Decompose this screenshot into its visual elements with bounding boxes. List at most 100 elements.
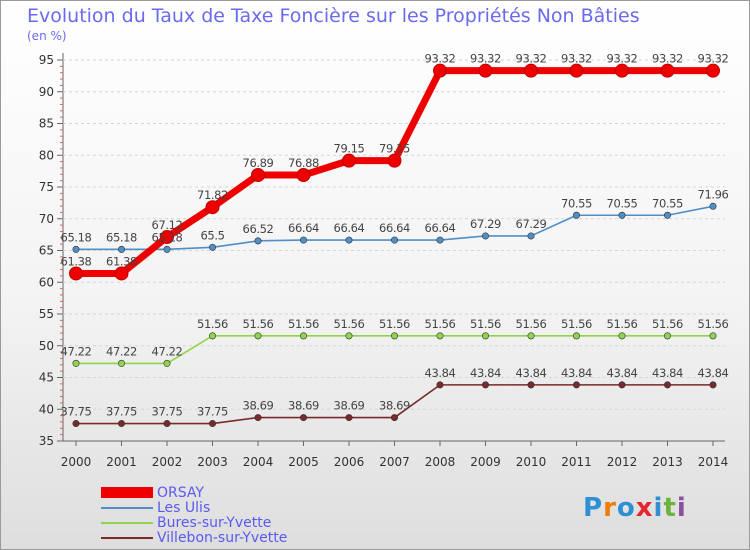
x-tick-label: 2001 [106, 455, 137, 469]
data-point-0 [296, 168, 311, 183]
data-label-0: 67.12 [152, 218, 183, 232]
data-label-0: 71.82 [197, 188, 228, 202]
y-tick-label: 65 [39, 244, 54, 258]
data-label-3: 37.75 [197, 405, 228, 419]
data-label-1: 65.18 [106, 230, 137, 244]
data-label-0: 79.15 [334, 142, 365, 156]
legend-label-orsay: ORSAY [157, 484, 204, 501]
legend-item-bures: Bures-sur-Yvette [101, 514, 287, 531]
data-label-1: 70.55 [561, 196, 592, 210]
data-label-3: 38.69 [243, 399, 274, 413]
data-point-2 [436, 332, 444, 340]
data-point-2 [118, 359, 126, 367]
data-label-1: 67.29 [470, 217, 501, 231]
data-label-2: 47.22 [152, 344, 183, 358]
data-label-3: 38.69 [379, 399, 410, 413]
logo-letter: x [635, 493, 654, 523]
data-point-0 [433, 63, 447, 78]
data-label-1: 65.5 [200, 228, 224, 242]
data-label-3: 43.84 [470, 366, 501, 380]
y-tick-label: 55 [39, 307, 54, 321]
logo-letter: P [583, 493, 604, 523]
y-tick-label: 60 [39, 275, 54, 289]
data-label-2: 51.56 [288, 317, 319, 331]
data-label-2: 51.56 [197, 317, 228, 331]
data-point-0 [114, 266, 129, 281]
logo-letter: t [663, 493, 677, 523]
data-point-3 [118, 420, 126, 428]
data-point-1 [527, 232, 535, 240]
data-point-2 [663, 332, 671, 340]
legend-label-villebon: Villebon-sur-Yvette [157, 529, 288, 546]
data-label-1: 65.18 [152, 230, 183, 244]
data-point-0 [160, 230, 174, 245]
legend-swatch-orsay [101, 487, 153, 498]
legend-item-les-ulis: Les Ulis [101, 500, 287, 516]
data-label-1: 65.18 [61, 230, 92, 244]
y-tick-label: 70 [39, 212, 54, 226]
logo-letter: i [653, 493, 664, 523]
data-point-2 [163, 359, 171, 367]
data-point-3 [345, 414, 353, 422]
logo-letter: i [676, 493, 687, 523]
data-point-1 [72, 245, 80, 253]
y-tick-label: 40 [39, 402, 54, 416]
x-tick-label: 2013 [652, 455, 683, 469]
data-point-1 [163, 245, 171, 253]
data-label-0: 93.32 [425, 52, 456, 66]
legend-swatch-les-ulis [101, 506, 153, 509]
data-point-1 [254, 237, 262, 245]
data-point-0 [69, 266, 83, 281]
y-tick-label: 80 [39, 148, 54, 162]
data-point-3 [663, 381, 671, 389]
y-tick-label: 75 [39, 180, 54, 194]
data-point-3 [436, 381, 444, 389]
data-label-1: 71.96 [698, 187, 729, 201]
data-point-3 [299, 414, 307, 422]
data-label-1: 66.64 [425, 221, 456, 235]
data-point-3 [72, 420, 80, 428]
legend-swatch-bures [101, 521, 153, 524]
x-tick-label: 2003 [197, 455, 228, 469]
data-label-3: 37.75 [61, 405, 92, 419]
data-point-1 [663, 211, 671, 219]
data-point-2 [209, 332, 217, 340]
data-label-2: 47.22 [106, 344, 137, 358]
data-label-3: 43.84 [698, 366, 729, 380]
data-point-0 [342, 153, 356, 168]
logo-letter: o [616, 493, 636, 523]
data-point-2 [345, 332, 353, 340]
data-label-3: 38.69 [334, 399, 365, 413]
x-tick-label: 2006 [334, 455, 365, 469]
data-label-2: 47.22 [61, 344, 92, 358]
data-label-2: 51.56 [379, 317, 410, 331]
legend-swatch-villebon [101, 536, 153, 539]
data-label-1: 66.64 [288, 221, 319, 235]
data-label-2: 51.56 [470, 317, 501, 331]
y-tick-label: 90 [39, 85, 54, 99]
data-point-3 [709, 381, 717, 389]
y-tick-label: 50 [39, 339, 54, 353]
data-label-3: 37.75 [152, 405, 183, 419]
legend-label-bures: Bures-sur-Yvette [157, 514, 272, 531]
data-point-3 [618, 381, 626, 389]
data-point-3 [572, 381, 580, 389]
data-label-0: 93.32 [470, 52, 501, 66]
data-point-1 [299, 236, 307, 244]
data-point-1 [209, 243, 217, 251]
data-point-2 [481, 332, 489, 340]
x-tick-label: 2000 [61, 455, 92, 469]
x-tick-label: 2002 [152, 455, 183, 469]
data-label-0: 76.89 [243, 156, 274, 170]
data-point-0 [387, 153, 402, 168]
data-point-0 [478, 63, 493, 78]
y-axis-unit: (en %) [27, 29, 67, 43]
data-label-2: 51.56 [243, 317, 274, 331]
data-point-1 [118, 245, 126, 253]
data-label-3: 43.84 [516, 366, 547, 380]
proxiti-logo: Proxiti [583, 493, 687, 523]
data-label-3: 43.84 [607, 366, 638, 380]
data-point-2 [527, 332, 535, 340]
x-tick-label: 2007 [379, 455, 410, 469]
